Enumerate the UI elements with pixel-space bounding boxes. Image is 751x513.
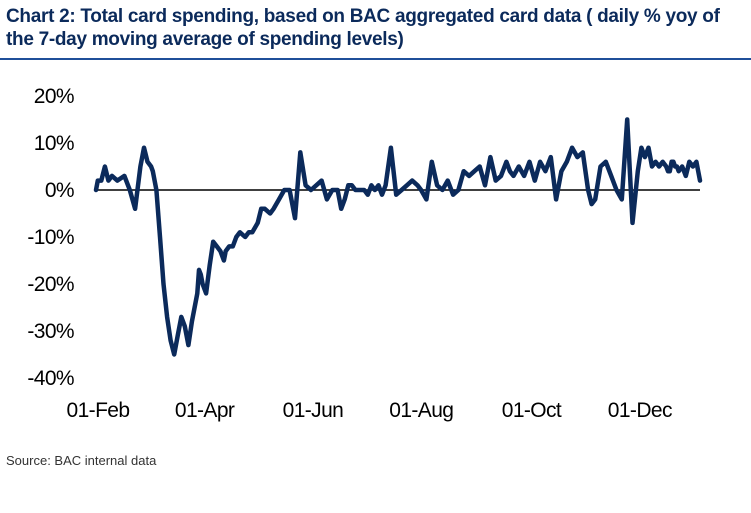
x-tick-label: 01-Aug <box>389 399 453 422</box>
y-tick-label: 10% <box>34 132 74 155</box>
source-note: Source: BAC internal data <box>6 453 157 468</box>
x-tick-label: 01-Jun <box>283 399 344 422</box>
x-tick-label: 01-Apr <box>175 399 235 422</box>
y-tick-label: 0% <box>45 179 74 202</box>
y-tick-label: -30% <box>27 320 74 343</box>
y-tick-label: -10% <box>27 226 74 249</box>
y-tick-label: 20% <box>34 85 74 108</box>
x-tick-label: 01-Dec <box>608 399 672 422</box>
title-divider <box>0 58 751 60</box>
x-tick-label: 01-Oct <box>502 399 562 422</box>
x-axis-ticks: 01-Feb 01-Apr 01-Jun 01-Aug 01-Oct 01-Dec <box>67 399 673 422</box>
line-chart: 20%10%0%-10%-20%-30%-40% 01-Feb 01-Apr 01-… <box>27 85 703 422</box>
series-line-total-card-spending <box>93 117 703 357</box>
y-tick-label: -40% <box>27 367 74 390</box>
y-axis-ticks: 20% 10% 0% -10% -20% -30% -40% <box>27 85 74 390</box>
x-tick-label: 01-Feb <box>67 399 130 422</box>
chart-title: Chart 2: Total card spending, based on B… <box>6 6 720 50</box>
y-tick-label: -20% <box>27 273 74 296</box>
